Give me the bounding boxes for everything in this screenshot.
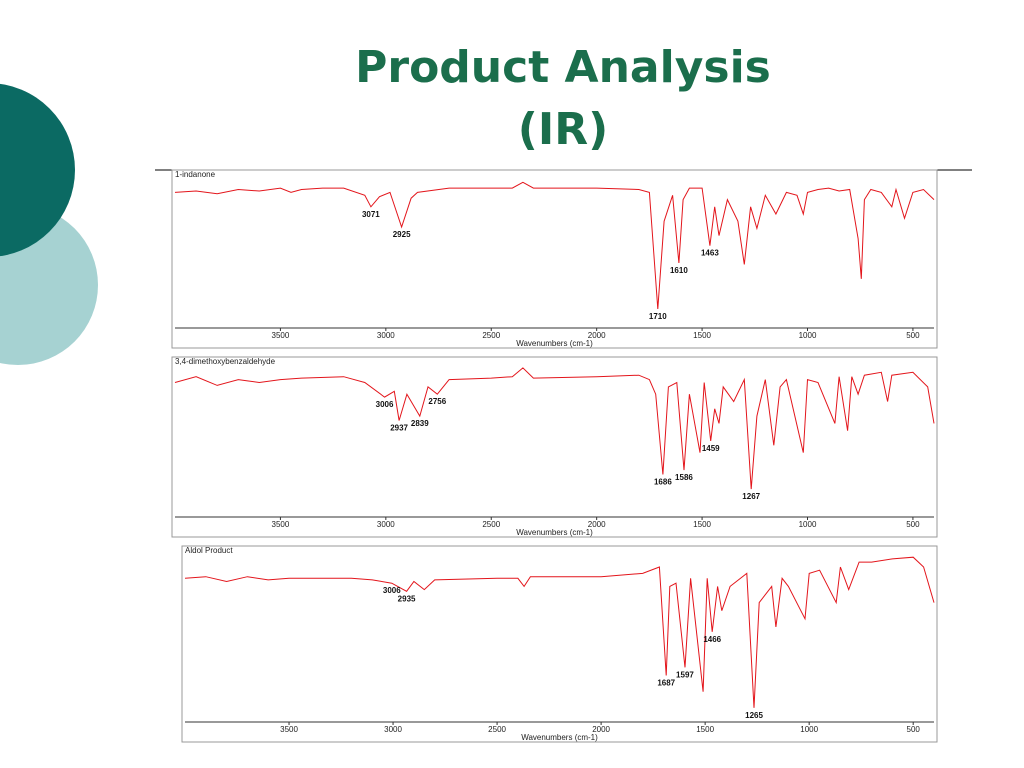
panel-frame	[181, 545, 938, 743]
x-tick-label: 1000	[799, 331, 817, 340]
spectrum-panel: 3,4-dimethoxybenzaldehyde 3500 3000 2500 200…	[171, 356, 938, 538]
x-tick-label: 2500	[488, 725, 506, 734]
x-axis-label: Wavenumbers (cm-1)	[516, 528, 593, 537]
panel-title: Aldol Product	[185, 546, 233, 555]
peak-label: 1463	[701, 249, 719, 258]
peak-label: 3006	[376, 400, 394, 409]
peak-label: 3006	[383, 586, 401, 595]
x-tick-label: 1000	[800, 725, 818, 734]
x-tick-label: 2000	[588, 331, 606, 340]
slide-title: (IR)	[518, 104, 608, 155]
x-tick-label: 2500	[482, 331, 500, 340]
x-tick-label: 1500	[693, 520, 711, 529]
decor-circle-dark	[0, 83, 75, 257]
x-axis-label: Wavenumbers (cm-1)	[521, 733, 598, 742]
x-axis-label: Wavenumbers (cm-1)	[516, 339, 593, 348]
peak-label: 3071	[362, 210, 380, 219]
x-tick-label: 3500	[280, 725, 298, 734]
peak-label: 2756	[428, 397, 446, 406]
x-tick-label: 2500	[482, 520, 500, 529]
spectrum-panel: 1-indanone 3500 3000 2500 2000 1500 1000 500 Wav…	[171, 169, 938, 349]
peak-label: 2925	[393, 230, 411, 239]
x-tick-label: 1000	[799, 520, 817, 529]
peak-label: 2839	[411, 419, 429, 428]
panel-title: 1-indanone	[175, 170, 216, 179]
peak-label: 1686	[654, 478, 672, 487]
peak-label: 1610	[670, 266, 688, 275]
spectrum-line	[174, 181, 935, 310]
peak-label: 2937	[390, 423, 408, 432]
x-tick-label: 3500	[272, 331, 290, 340]
x-tick-label: 1500	[693, 331, 711, 340]
peak-label: 1265	[745, 711, 763, 720]
peak-label: 1267	[742, 492, 760, 501]
x-tick-label: 2000	[588, 520, 606, 529]
x-tick-label: 500	[906, 520, 920, 529]
x-tick-label: 1500	[696, 725, 714, 734]
x-tick-label: 3500	[272, 520, 290, 529]
x-tick-label: 500	[906, 331, 920, 340]
peak-label: 1597	[676, 670, 694, 679]
spectrum-line	[184, 556, 935, 708]
peak-label: 1710	[649, 312, 667, 321]
panel-frame	[171, 356, 938, 538]
x-tick-label: 500	[907, 725, 921, 734]
peak-label: 1586	[675, 473, 693, 482]
x-tick-label: 2000	[592, 725, 610, 734]
slide-title: Product Analysis	[355, 42, 771, 93]
panel-frame	[171, 169, 938, 349]
spectrum-line	[174, 367, 935, 490]
peak-label: 1687	[657, 679, 675, 688]
spectrum-panel: Aldol Product 3500 3000 2500 2000 1500 1000 500…	[181, 545, 938, 743]
panel-title: 3,4-dimethoxybenzaldehyde	[175, 357, 276, 366]
x-tick-label: 3000	[384, 725, 402, 734]
x-tick-label: 3000	[377, 331, 395, 340]
peak-label: 1466	[703, 635, 721, 644]
peak-label: 2935	[398, 594, 416, 603]
peak-label: 1459	[702, 444, 720, 453]
x-tick-label: 3000	[377, 520, 395, 529]
